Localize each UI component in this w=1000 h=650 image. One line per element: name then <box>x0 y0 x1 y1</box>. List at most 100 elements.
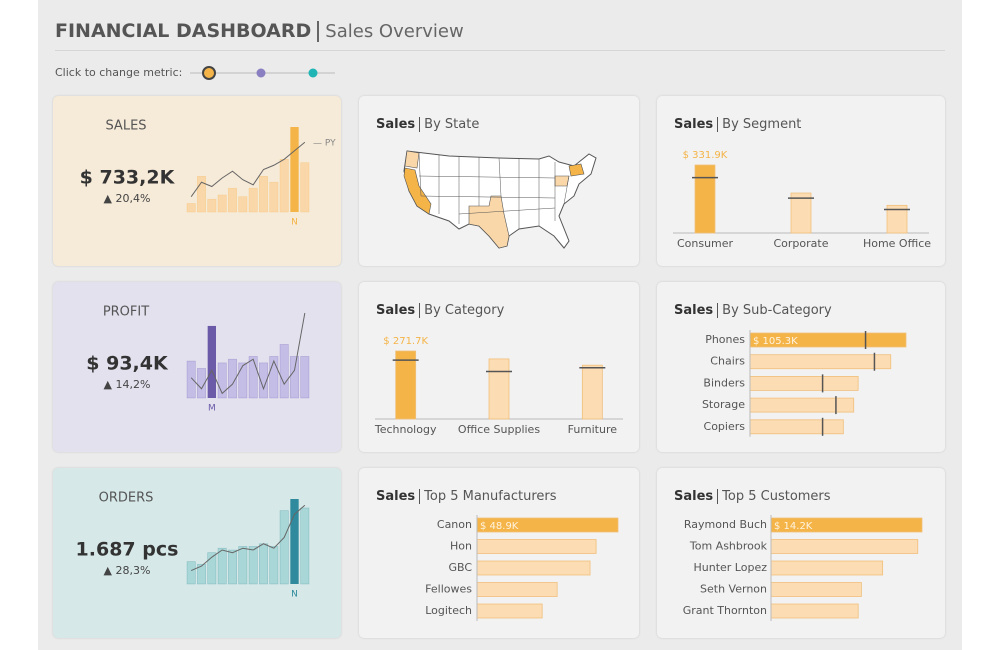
spark-bar <box>279 158 289 213</box>
category-label: Corporate <box>774 237 829 250</box>
spark-bar <box>186 203 196 213</box>
month-label: N <box>291 590 298 600</box>
panel-subtitle: By State <box>419 117 480 132</box>
category-label: Seth Vernon <box>700 583 767 596</box>
bar <box>476 539 597 554</box>
panel-measure: Sales <box>376 489 416 504</box>
spark-bar <box>248 187 258 213</box>
spark-bar <box>269 356 279 399</box>
spark-bar <box>259 176 268 213</box>
panel-chart: Phones $ 105.3K Chairs Binders Storage Copier… <box>702 330 907 437</box>
kpi-label: ORDERS <box>99 491 154 506</box>
metric-option[interactable] <box>202 66 216 80</box>
bar <box>770 603 859 619</box>
spark-bar <box>207 325 216 398</box>
metric-prompt: Click to change metric: <box>55 66 183 79</box>
bar <box>476 603 543 619</box>
title: FINANCIAL DASHBOARD <box>55 20 312 42</box>
panel-chart: Canon $ 48.9K Hon GBC Fellowes Logitech <box>425 515 619 621</box>
bar <box>694 164 716 234</box>
bar <box>581 364 603 420</box>
panel-measure: Sales <box>674 117 714 132</box>
state <box>403 167 432 215</box>
spark-bar <box>186 561 196 585</box>
bar <box>395 350 417 420</box>
panel-title: Sales By Segment <box>674 117 802 132</box>
category-label: Phones <box>705 333 745 346</box>
category-label: Technology <box>374 423 437 436</box>
category-label: Tom Ashbrook <box>689 540 768 553</box>
state-borders <box>418 152 570 229</box>
panel-subtitle: Top 5 Customers <box>717 489 831 504</box>
metric-option[interactable] <box>308 68 318 78</box>
prior-label: — PY <box>313 139 336 149</box>
kpi-card: SALES $ 733,2K ▲ 20,4% N — PY <box>53 96 341 266</box>
bar <box>770 560 884 576</box>
month-label: M <box>208 404 216 414</box>
category-label: Logitech <box>425 604 472 617</box>
category-label: Hunter Lopez <box>693 561 767 574</box>
panel-card: Sales By Segment $ 331.9K Consumer Corporate… <box>657 96 945 266</box>
panel-subtitle: By Sub-Category <box>717 303 832 318</box>
panel-measure: Sales <box>674 489 714 504</box>
value-label: $ 105.3K <box>753 336 798 347</box>
spark-bar <box>279 344 289 399</box>
spark-bar <box>259 543 268 585</box>
spark-bar <box>197 368 206 399</box>
bar <box>749 354 892 370</box>
spark-bar <box>269 181 279 213</box>
spark-bar <box>217 362 227 399</box>
category-label: Raymond Buch <box>684 518 767 531</box>
kpi-label: PROFIT <box>103 305 149 320</box>
spark-bar <box>207 552 217 585</box>
spark-bar <box>217 547 227 585</box>
kpi-label: SALES <box>105 119 146 134</box>
category-label: GBC <box>448 561 472 574</box>
spark-bar <box>300 507 310 585</box>
panel-measure: Sales <box>376 117 416 132</box>
panel-subtitle: By Category <box>419 303 505 318</box>
spark-bar <box>300 356 310 399</box>
state <box>554 175 570 187</box>
bar <box>749 397 855 413</box>
prior-line <box>190 504 306 572</box>
panel-title: Sales By State <box>376 117 480 132</box>
panel-title: Sales Top 5 Customers <box>674 489 831 504</box>
state <box>468 195 510 249</box>
spark-bar <box>279 510 289 585</box>
bar <box>749 419 844 435</box>
kpi-change: ▲ 14,2% <box>104 378 151 391</box>
spark-bar <box>207 198 217 213</box>
value-label: $ 331.9K <box>683 150 728 161</box>
metric-option[interactable] <box>256 68 266 78</box>
panel-card: Sales Top 5 Manufacturers Canon $ 48.9K Hon G… <box>359 468 639 638</box>
kpi-card: PROFIT $ 93,4K ▲ 14,2% M <box>53 282 341 452</box>
panel-title: Sales By Sub-Category <box>674 303 832 318</box>
spark-bar <box>259 362 268 399</box>
panel-card: Sales By Category $ 271.7K Technology Office… <box>359 282 639 452</box>
kpi-chart: PROFIT $ 93,4K ▲ 14,2% M <box>86 305 310 414</box>
kpi-change: ▲ 20,4% <box>104 192 151 205</box>
category-label: Chairs <box>710 355 745 368</box>
bar <box>476 582 558 597</box>
kpi-value: $ 93,4K <box>86 353 169 375</box>
category-label: Binders <box>703 376 745 389</box>
kpi-value: $ 733,2K <box>80 167 176 189</box>
us-map <box>403 150 597 249</box>
header-title: FINANCIAL DASHBOARD Sales Overview <box>55 20 464 42</box>
category-label: Office Supplies <box>458 423 540 436</box>
spark-bar <box>248 546 258 585</box>
panel-chart: Raymond Buch $ 14.2K Tom Ashbrook Hunter Lo… <box>683 515 923 621</box>
spark-bar <box>290 127 299 212</box>
bar <box>770 582 862 597</box>
category-label: Copiers <box>704 420 746 433</box>
month-label: N <box>291 218 298 228</box>
prior-line <box>190 312 306 395</box>
category-label: Fellowes <box>425 583 472 596</box>
category-label: Storage <box>702 398 745 411</box>
panel-subtitle: Top 5 Manufacturers <box>419 489 557 504</box>
category-label: Consumer <box>677 237 734 250</box>
panel-title: Sales Top 5 Manufacturers <box>376 489 557 504</box>
metric-selector <box>190 66 335 80</box>
